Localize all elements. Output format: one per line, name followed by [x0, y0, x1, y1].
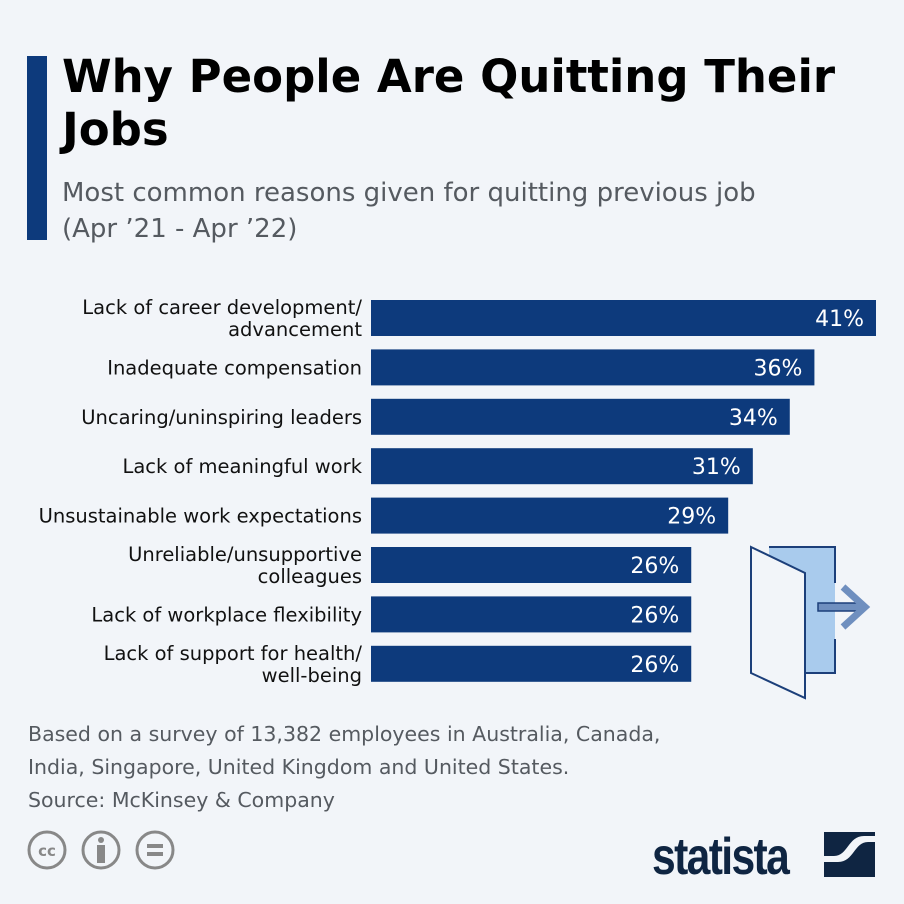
category-label: Uncaring/uninspiring leaders	[81, 406, 362, 429]
value-label: 41%	[815, 307, 864, 332]
category-label: Lack of workplace flexibility	[91, 603, 362, 626]
category-label: Unreliable/unsupportive	[128, 543, 362, 566]
category-label: well-being	[262, 664, 362, 687]
footnote-line-1: Based on a survey of 13,382 employees in…	[28, 722, 661, 746]
exit-door-icon	[750, 545, 871, 700]
category-label: Inadequate compensation	[107, 356, 362, 379]
bar	[371, 596, 692, 633]
bar	[371, 448, 753, 485]
statista-logo: statista	[652, 828, 790, 886]
bar	[371, 497, 729, 534]
value-label: 31%	[692, 455, 741, 480]
no-derivatives-icon[interactable]	[135, 830, 175, 870]
subtitle-line-2: (Apr ’21 - Apr ’22)	[62, 214, 298, 244]
bar	[371, 398, 790, 435]
statista-logo-mark	[824, 832, 875, 877]
bar	[371, 349, 815, 386]
subtitle-line-1: Most common reasons given for quitting p…	[62, 178, 756, 208]
footnote-line-2: India, Singapore, United Kingdom and Uni…	[28, 755, 570, 779]
category-label: Lack of career development/	[82, 296, 362, 319]
value-label: 26%	[630, 554, 679, 579]
value-label: 36%	[754, 356, 803, 381]
category-label: Lack of meaningful work	[122, 455, 362, 478]
value-label: 26%	[630, 653, 679, 678]
bar	[371, 547, 692, 583]
title-accent-bar	[27, 56, 47, 240]
by-attribution-icon[interactable]	[81, 830, 121, 870]
category-label: Unsustainable work expectations	[39, 505, 362, 528]
bar	[371, 300, 876, 336]
svg-text:cc: cc	[38, 842, 56, 860]
cc-icon[interactable]: cc	[27, 830, 67, 870]
page-title: Why People Are Quitting Their Jobs	[62, 50, 836, 156]
value-label: 26%	[630, 603, 679, 628]
category-label: Lack of support for health/	[104, 642, 363, 665]
bar-chart: 41% Lack of career development/advancemen…	[39, 296, 876, 687]
bar	[371, 645, 692, 682]
value-label: 29%	[667, 505, 716, 530]
value-label: 34%	[729, 406, 778, 431]
category-label: colleagues	[258, 565, 362, 588]
subtitle: Most common reasons given for quitting p…	[62, 175, 862, 247]
category-label: advancement	[228, 318, 362, 341]
footnote: Based on a survey of 13,382 employees in…	[28, 718, 748, 817]
source: Source: McKinsey & Company	[28, 788, 335, 812]
